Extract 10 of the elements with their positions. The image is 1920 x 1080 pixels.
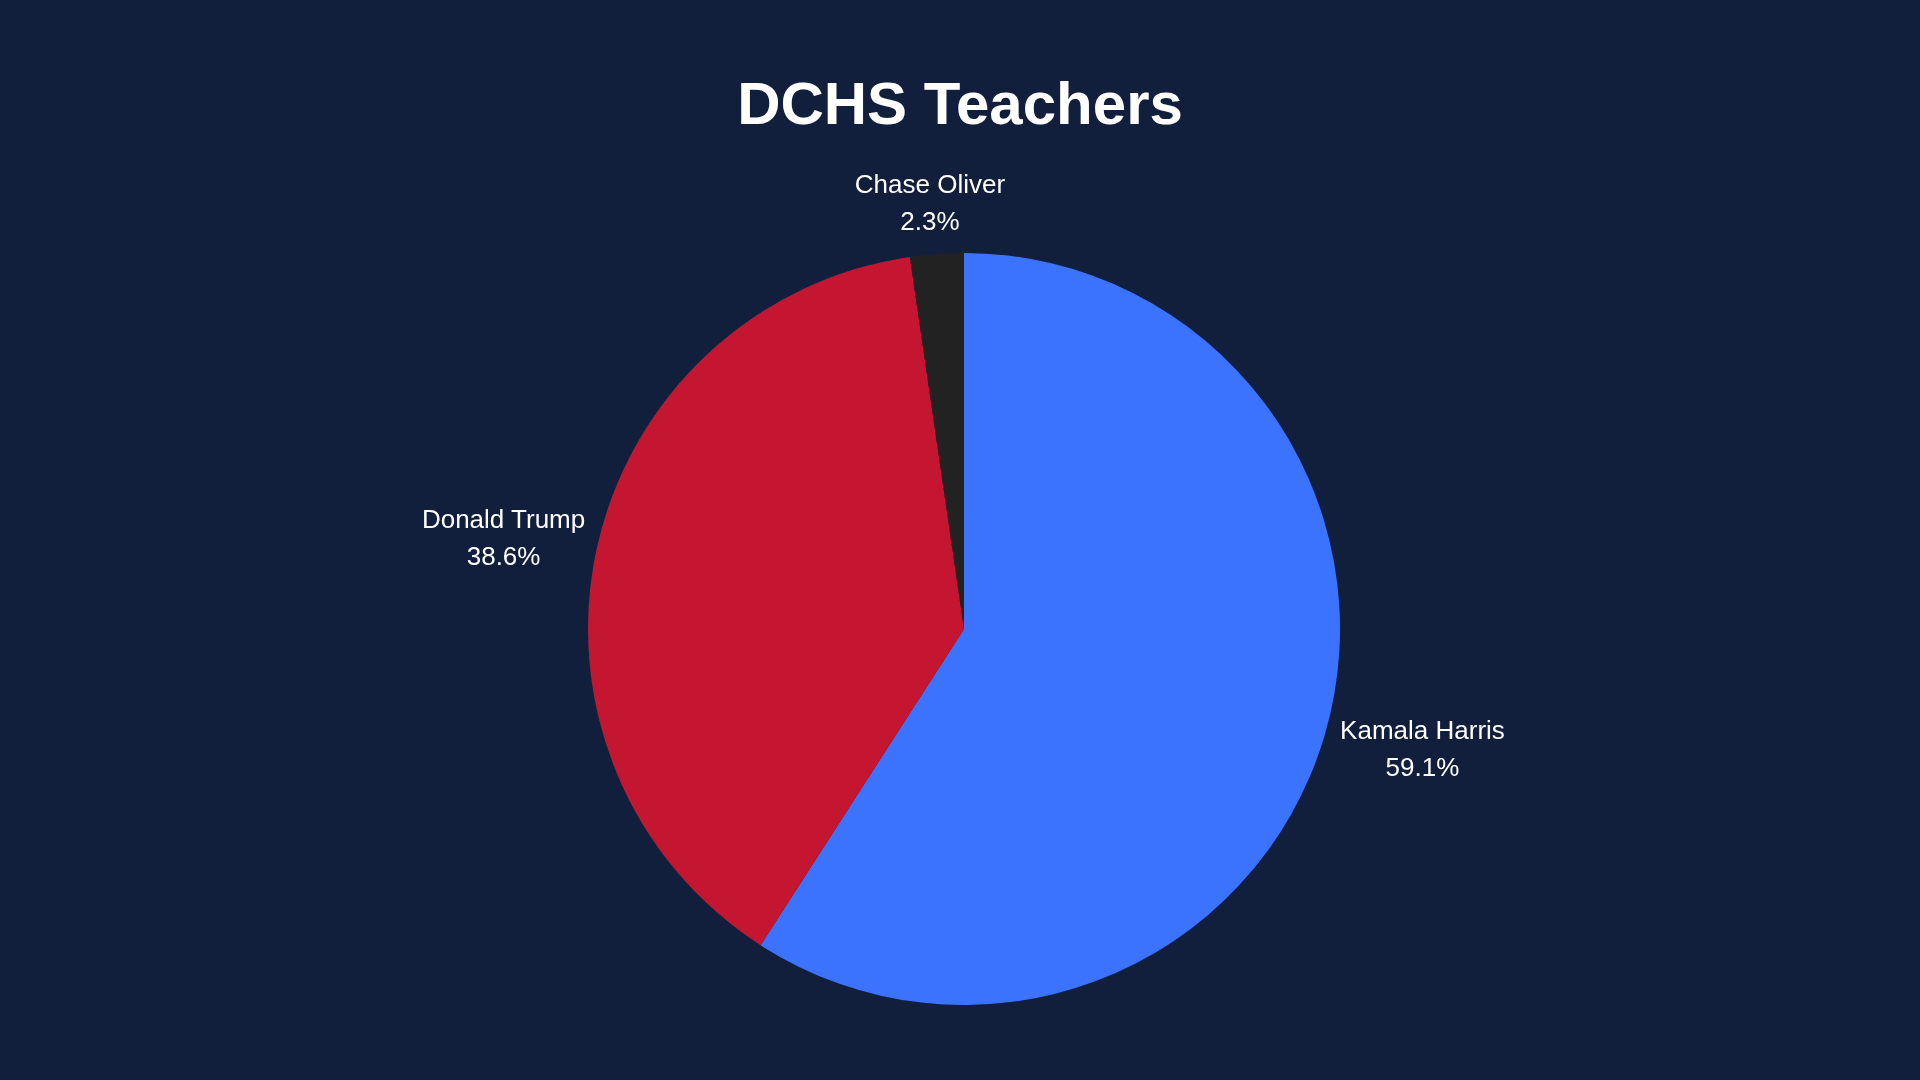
pie-slice <box>760 253 1340 1005</box>
pie-slice <box>909 253 964 629</box>
data-label: 59.1% <box>1385 752 1460 783</box>
slice-label: Chase Oliver <box>854 169 1006 200</box>
data-label: 38.6% <box>466 541 541 572</box>
data-label: 2.3% <box>900 206 960 237</box>
slice-label: Donald Trump <box>421 504 586 535</box>
chart-title: DCHS Teachers <box>737 70 1183 137</box>
slice-label: Kamala Harris <box>1340 715 1505 746</box>
pie-slice <box>588 256 964 946</box>
